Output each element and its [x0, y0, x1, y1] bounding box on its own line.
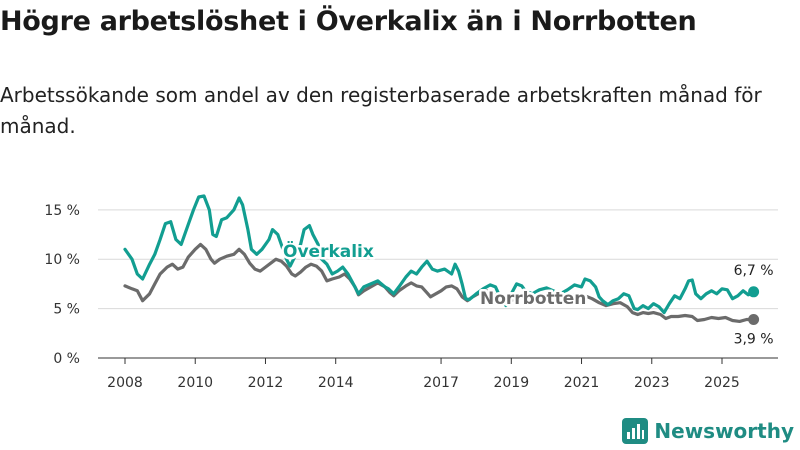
newsworthy-brand: Newsworthy — [622, 418, 794, 444]
x-tick-label: 2010 — [177, 375, 213, 391]
x-tick-label: 2023 — [634, 375, 670, 391]
brand-name: Newsworthy — [654, 419, 794, 443]
overkalix-line — [123, 194, 756, 315]
overkalix-end-point — [748, 286, 760, 298]
overkalix-series-label: Överkalix — [283, 240, 374, 262]
x-tick-label: 2008 — [107, 375, 143, 391]
x-tick-label: 2012 — [248, 375, 284, 391]
overkalix-end-label: 6,7 % — [734, 263, 774, 279]
norrbotten-line — [123, 242, 756, 323]
chart-subtitle: Arbetssökande som andel av den registerb… — [0, 83, 762, 138]
norrbotten-end-label: 3,9 % — [734, 331, 774, 347]
y-tick-label: 10 % — [44, 252, 80, 268]
norrbotten-end-point — [748, 313, 760, 325]
series-labels: Överkalix Norrbotten 6,7 % 3,9 % — [281, 238, 774, 348]
norrbotten-series-label: Norrbotten — [480, 289, 586, 309]
y-tick-label: 0 % — [53, 351, 80, 367]
y-tick-label: 5 % — [53, 302, 80, 318]
y-tick-label: 15 % — [44, 203, 80, 219]
x-tick-label: 2017 — [423, 375, 459, 391]
x-tick-label: 2021 — [564, 375, 600, 391]
x-axis: 2008 2010 2012 2014 2017 2019 2021 2023 2025 — [98, 357, 778, 391]
y-axis-ticks: 0 % 5 % 10 % 15 % — [44, 203, 80, 367]
newsworthy-logo-icon — [622, 418, 649, 444]
x-tick-label: 2025 — [704, 375, 740, 391]
series-lines — [123, 194, 760, 325]
x-tick-label: 2014 — [318, 375, 354, 391]
chart-title: Högre arbetslöshet i Överkalix än i Norr… — [0, 6, 697, 37]
x-tick-label: 2019 — [493, 375, 529, 391]
